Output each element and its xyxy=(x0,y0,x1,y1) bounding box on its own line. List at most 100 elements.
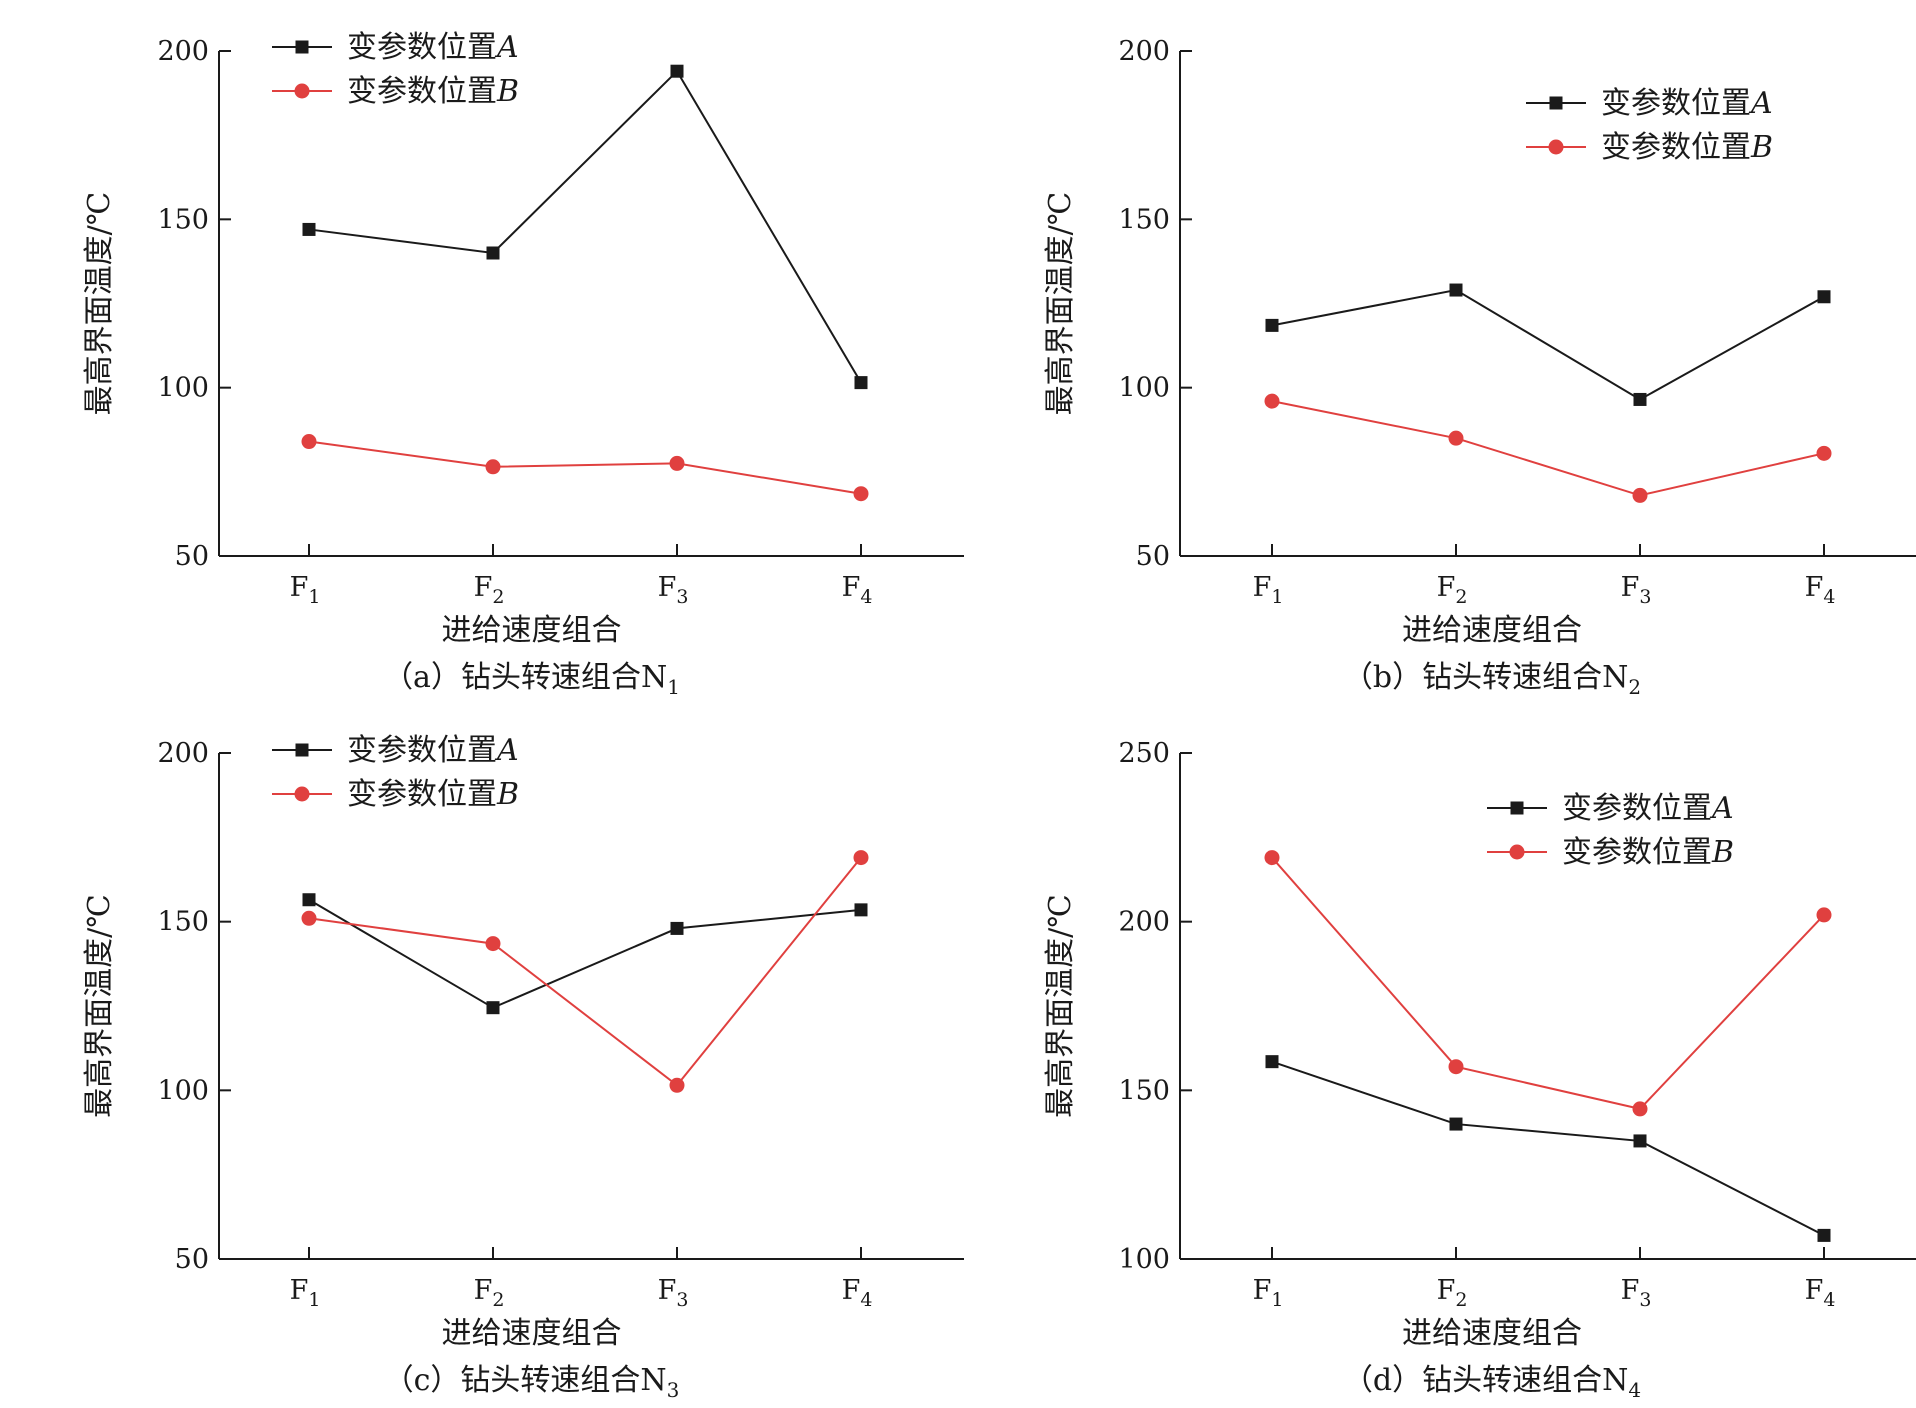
data-point-square xyxy=(1265,318,1279,332)
data-point-circle xyxy=(853,850,869,866)
legend-label: 变参数位置B xyxy=(347,74,519,109)
legend-label-variable: B xyxy=(1750,130,1773,165)
y-tick-label: 200 xyxy=(1118,36,1170,67)
x-tick-main: F xyxy=(1253,572,1272,603)
x-tick-subscript: 1 xyxy=(1271,1289,1283,1311)
y-tick-label: 100 xyxy=(1118,373,1170,404)
series-line xyxy=(1271,400,1825,497)
x-axis-title: 进给速度组合 xyxy=(1402,1316,1582,1351)
y-tick-label: 50 xyxy=(175,1244,209,1275)
legend-label-prefix: 变参数位置 xyxy=(347,777,497,812)
x-tick-subscript: 1 xyxy=(1271,586,1283,608)
legend-square-marker xyxy=(295,40,309,54)
x-tick-label: F3 xyxy=(1621,572,1652,608)
x-tick-main: F xyxy=(1805,1275,1824,1306)
y-tick-label: 50 xyxy=(1136,541,1170,572)
x-tick-subscript: 2 xyxy=(492,1289,504,1311)
caption-subscript: 4 xyxy=(1628,1378,1641,1402)
legend-entry: 变参数位置B xyxy=(272,777,519,812)
x-tick-subscript: 3 xyxy=(1639,1289,1651,1311)
x-tick-main: F xyxy=(474,572,493,603)
x-tick-label: F4 xyxy=(842,1275,873,1311)
legend-label-prefix: 变参数位置 xyxy=(1562,835,1712,870)
x-tick-main: F xyxy=(1805,572,1824,603)
x-tick-main: F xyxy=(1621,1275,1640,1306)
legend-label-prefix: 变参数位置 xyxy=(1601,130,1751,165)
panel-caption: （d）钻头转速组合N4 xyxy=(1343,1363,1641,1402)
legend-square-marker xyxy=(295,743,309,757)
x-tick-main: F xyxy=(1253,1275,1272,1306)
data-point-circle xyxy=(1264,850,1280,866)
data-point-circle xyxy=(485,459,501,475)
legend-label-variable: A xyxy=(1709,791,1734,826)
caption-main: （d）钻头转速组合N xyxy=(1343,1363,1628,1398)
data-point-square xyxy=(670,921,684,935)
series-B xyxy=(1264,393,1832,503)
x-tick-label: F1 xyxy=(290,572,321,608)
x-tick-subscript: 4 xyxy=(860,586,872,608)
y-tick-label: 150 xyxy=(1118,1075,1170,1106)
series-A xyxy=(1265,1055,1831,1242)
x-tick-subscript: 2 xyxy=(1455,1289,1467,1311)
x-tick-main: F xyxy=(1437,1275,1456,1306)
y-tick-label: 250 xyxy=(1118,738,1170,769)
y-axis-title: 最高界面温度/℃ xyxy=(1043,192,1078,416)
data-point-square xyxy=(486,1001,500,1015)
caption-main: （a）钻头转速组合N xyxy=(383,660,667,695)
x-tick-label: F3 xyxy=(1621,1275,1652,1311)
data-point-circle xyxy=(669,1077,685,1093)
data-point-circle xyxy=(301,910,317,926)
y-tick-label: 200 xyxy=(157,738,209,769)
caption-subscript: 1 xyxy=(667,675,680,699)
data-point-square xyxy=(302,222,316,236)
data-point-square xyxy=(854,376,868,390)
legend-label: 变参数位置B xyxy=(1562,835,1734,870)
x-tick-subscript: 1 xyxy=(308,586,320,608)
x-tick-label: F2 xyxy=(1437,572,1468,608)
x-tick-label: F2 xyxy=(474,1275,505,1311)
legend-label-prefix: 变参数位置 xyxy=(347,74,497,109)
data-point-circle xyxy=(1632,1101,1648,1117)
data-point-square xyxy=(670,64,684,78)
data-point-square xyxy=(1265,1055,1279,1069)
series-B xyxy=(301,434,869,502)
legend-label: 变参数位置A xyxy=(347,733,519,768)
data-point-circle xyxy=(301,434,317,450)
data-point-circle xyxy=(1264,393,1280,409)
y-tick-label: 150 xyxy=(157,907,209,938)
x-tick-main: F xyxy=(842,1275,861,1306)
data-point-circle xyxy=(1448,430,1464,446)
legend-square-marker xyxy=(1549,96,1563,110)
y-tick-label: 200 xyxy=(1118,907,1170,938)
legend-label-variable: B xyxy=(496,777,519,812)
legend-circle-marker xyxy=(1509,844,1525,860)
series-B xyxy=(1264,850,1832,1117)
x-tick-label: F2 xyxy=(474,572,505,608)
legend-circle-marker xyxy=(294,786,310,802)
x-tick-main: F xyxy=(1621,572,1640,603)
x-tick-subscript: 4 xyxy=(1823,586,1835,608)
x-tick-main: F xyxy=(474,1275,493,1306)
data-point-square xyxy=(1633,1134,1647,1148)
legend-label-prefix: 变参数位置 xyxy=(1562,791,1712,826)
legend-square-marker xyxy=(1510,801,1524,815)
y-tick-label: 100 xyxy=(157,1075,209,1106)
series-line xyxy=(1271,288,1825,401)
panel-caption: （b）钻头转速组合N2 xyxy=(1343,660,1641,699)
series-B xyxy=(301,850,869,1093)
x-tick-label: F3 xyxy=(658,1275,689,1311)
x-tick-label: F1 xyxy=(1253,572,1284,608)
data-point-square xyxy=(1449,1117,1463,1131)
x-tick-label: F3 xyxy=(658,572,689,608)
y-tick-label: 50 xyxy=(175,541,209,572)
x-tick-main: F xyxy=(842,572,861,603)
series-line xyxy=(308,856,862,1087)
data-point-circle xyxy=(1816,445,1832,461)
legend-label: 变参数位置B xyxy=(1601,130,1773,165)
legend-entry: 变参数位置A xyxy=(1526,86,1773,121)
